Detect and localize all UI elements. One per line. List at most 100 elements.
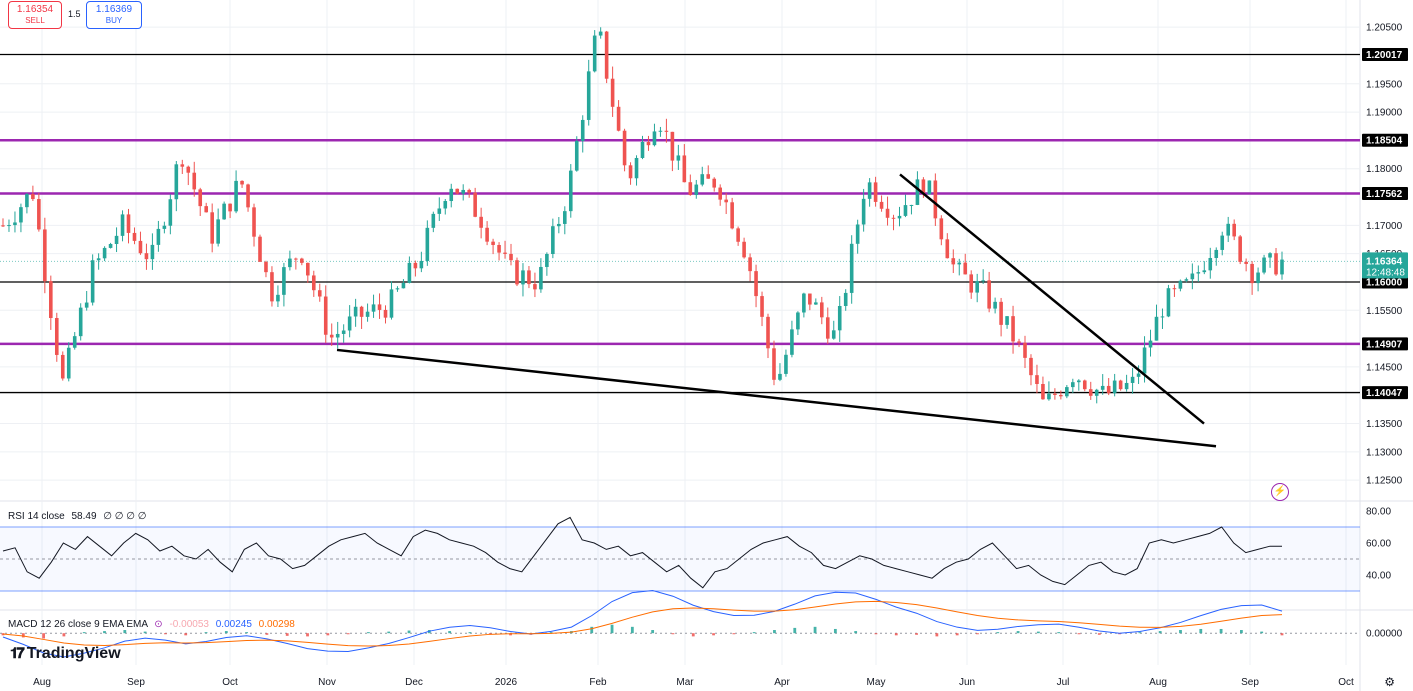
trendlines[interactable] (336, 173, 1217, 448)
candle-body (1214, 249, 1219, 258)
macd-hist-bar (996, 632, 1000, 634)
candle-body (1238, 236, 1242, 262)
candle-body (1142, 347, 1147, 374)
candle-body (1124, 382, 1129, 390)
macd-hist-bar (630, 626, 634, 634)
candle-body (425, 227, 430, 261)
macd-hist-bar (894, 633, 898, 636)
macd-hist-bar (42, 633, 46, 639)
tradingview-logo[interactable]: 𝟏𝟕 TradingView (10, 645, 121, 663)
candle-body (742, 241, 746, 258)
macd-settings-icon[interactable]: ⊙ (154, 619, 163, 630)
macd-hist-bar (184, 633, 188, 636)
rsi-tick-label: 40.00 (1366, 571, 1391, 582)
candle-body (586, 71, 591, 120)
candle-body (730, 202, 734, 229)
y-tick-label: 1.13000 (1366, 447, 1403, 458)
macd-hist-bar (651, 630, 655, 634)
candle-body (1172, 288, 1177, 290)
candle-body (592, 35, 597, 72)
x-tick-label: Jun (959, 677, 975, 688)
axis-layer: Aug Sep Oct Nov Dec 2026 Feb Mar Apr May Jun Jul Aug… (33, 23, 1408, 688)
macd-hist-bar (265, 633, 269, 635)
candle-body (90, 260, 95, 303)
candle-body (891, 217, 896, 219)
candle-body (718, 187, 722, 200)
candle-body (1041, 383, 1045, 400)
x-tick-label: Sep (127, 677, 145, 688)
x-tick-label: Mar (676, 677, 694, 688)
candle-body (849, 243, 854, 293)
candle-body (37, 199, 41, 230)
sell-button[interactable]: 1.16354 SELL (8, 1, 62, 29)
macd-line (2, 589, 1283, 658)
candle-body (999, 301, 1003, 325)
tv-logo-icon: 𝟏𝟕 (10, 645, 25, 662)
candle-body (1148, 340, 1153, 348)
x-tick-label: Nov (318, 677, 336, 688)
candle-body (222, 203, 226, 220)
candle-body (377, 304, 382, 310)
candle-body (84, 302, 89, 308)
candle-body (1196, 272, 1201, 274)
candles-layer (1, 27, 1284, 404)
macd-hist-bar (874, 633, 878, 635)
macd-tick-label: 0.00000 (1366, 629, 1403, 640)
candle-body (72, 336, 77, 348)
candle-body (401, 282, 406, 289)
candle-body (317, 290, 322, 297)
level-price-tag (1362, 133, 1408, 147)
candle-body (497, 244, 501, 253)
candle-body (395, 288, 400, 290)
horizontal-levels[interactable] (0, 53, 1360, 394)
candle-body (300, 258, 304, 263)
candle-body (963, 262, 968, 275)
candle-body (598, 31, 603, 36)
sell-price: 1.16354 (16, 4, 54, 15)
candle-body (808, 293, 812, 305)
macd-hist-bar (103, 631, 106, 634)
candle-body (867, 182, 872, 199)
macd-hist-bar (1036, 631, 1040, 634)
candle-body (1232, 223, 1236, 237)
candle-body (855, 224, 860, 244)
candle-body (335, 333, 340, 338)
candle-body (102, 247, 107, 259)
macd-hist-bar (671, 633, 675, 635)
candle-body (945, 239, 950, 259)
macd-hist-bar (1158, 631, 1162, 634)
candle-body (449, 188, 454, 202)
spread-value: 1.5 (68, 9, 81, 19)
gear-icon[interactable]: ⚙ (1384, 675, 1395, 689)
level-price-tag (1362, 386, 1408, 400)
x-tick-label: Dec (405, 677, 423, 688)
candle-body (634, 157, 639, 179)
macd-hist-bar (204, 632, 208, 634)
trendline (899, 173, 1205, 425)
candle-body (814, 302, 818, 305)
candle-body (1178, 280, 1183, 289)
candle-body (49, 281, 53, 319)
y-tick-label: 1.19500 (1366, 79, 1403, 90)
candle-body (479, 216, 483, 228)
macd-hist-bar (1016, 631, 1020, 634)
y-tick-label: 1.13500 (1366, 419, 1403, 430)
flash-icon[interactable]: ⚡ (1271, 483, 1289, 501)
candle-body (353, 306, 358, 317)
candle-body (533, 284, 537, 290)
x-tick-label: Sep (1241, 677, 1259, 688)
candle-body (78, 307, 83, 337)
candle-body (861, 198, 866, 225)
candle-body (329, 334, 334, 338)
candle-body (969, 274, 974, 293)
candle-body (580, 119, 585, 142)
candle-body (43, 229, 47, 282)
candle-body (1244, 261, 1248, 264)
candle-body (485, 227, 489, 242)
buy-button[interactable]: 1.16369 BUY (86, 1, 142, 29)
rsi-legend[interactable]: RSI 14 close 58.49 ∅ ∅ ∅ ∅ (8, 511, 146, 522)
macd-legend[interactable]: MACD 12 26 close 9 EMA EMA ⊙ -0.00053 0.… (8, 619, 295, 630)
candle-body (766, 316, 770, 349)
